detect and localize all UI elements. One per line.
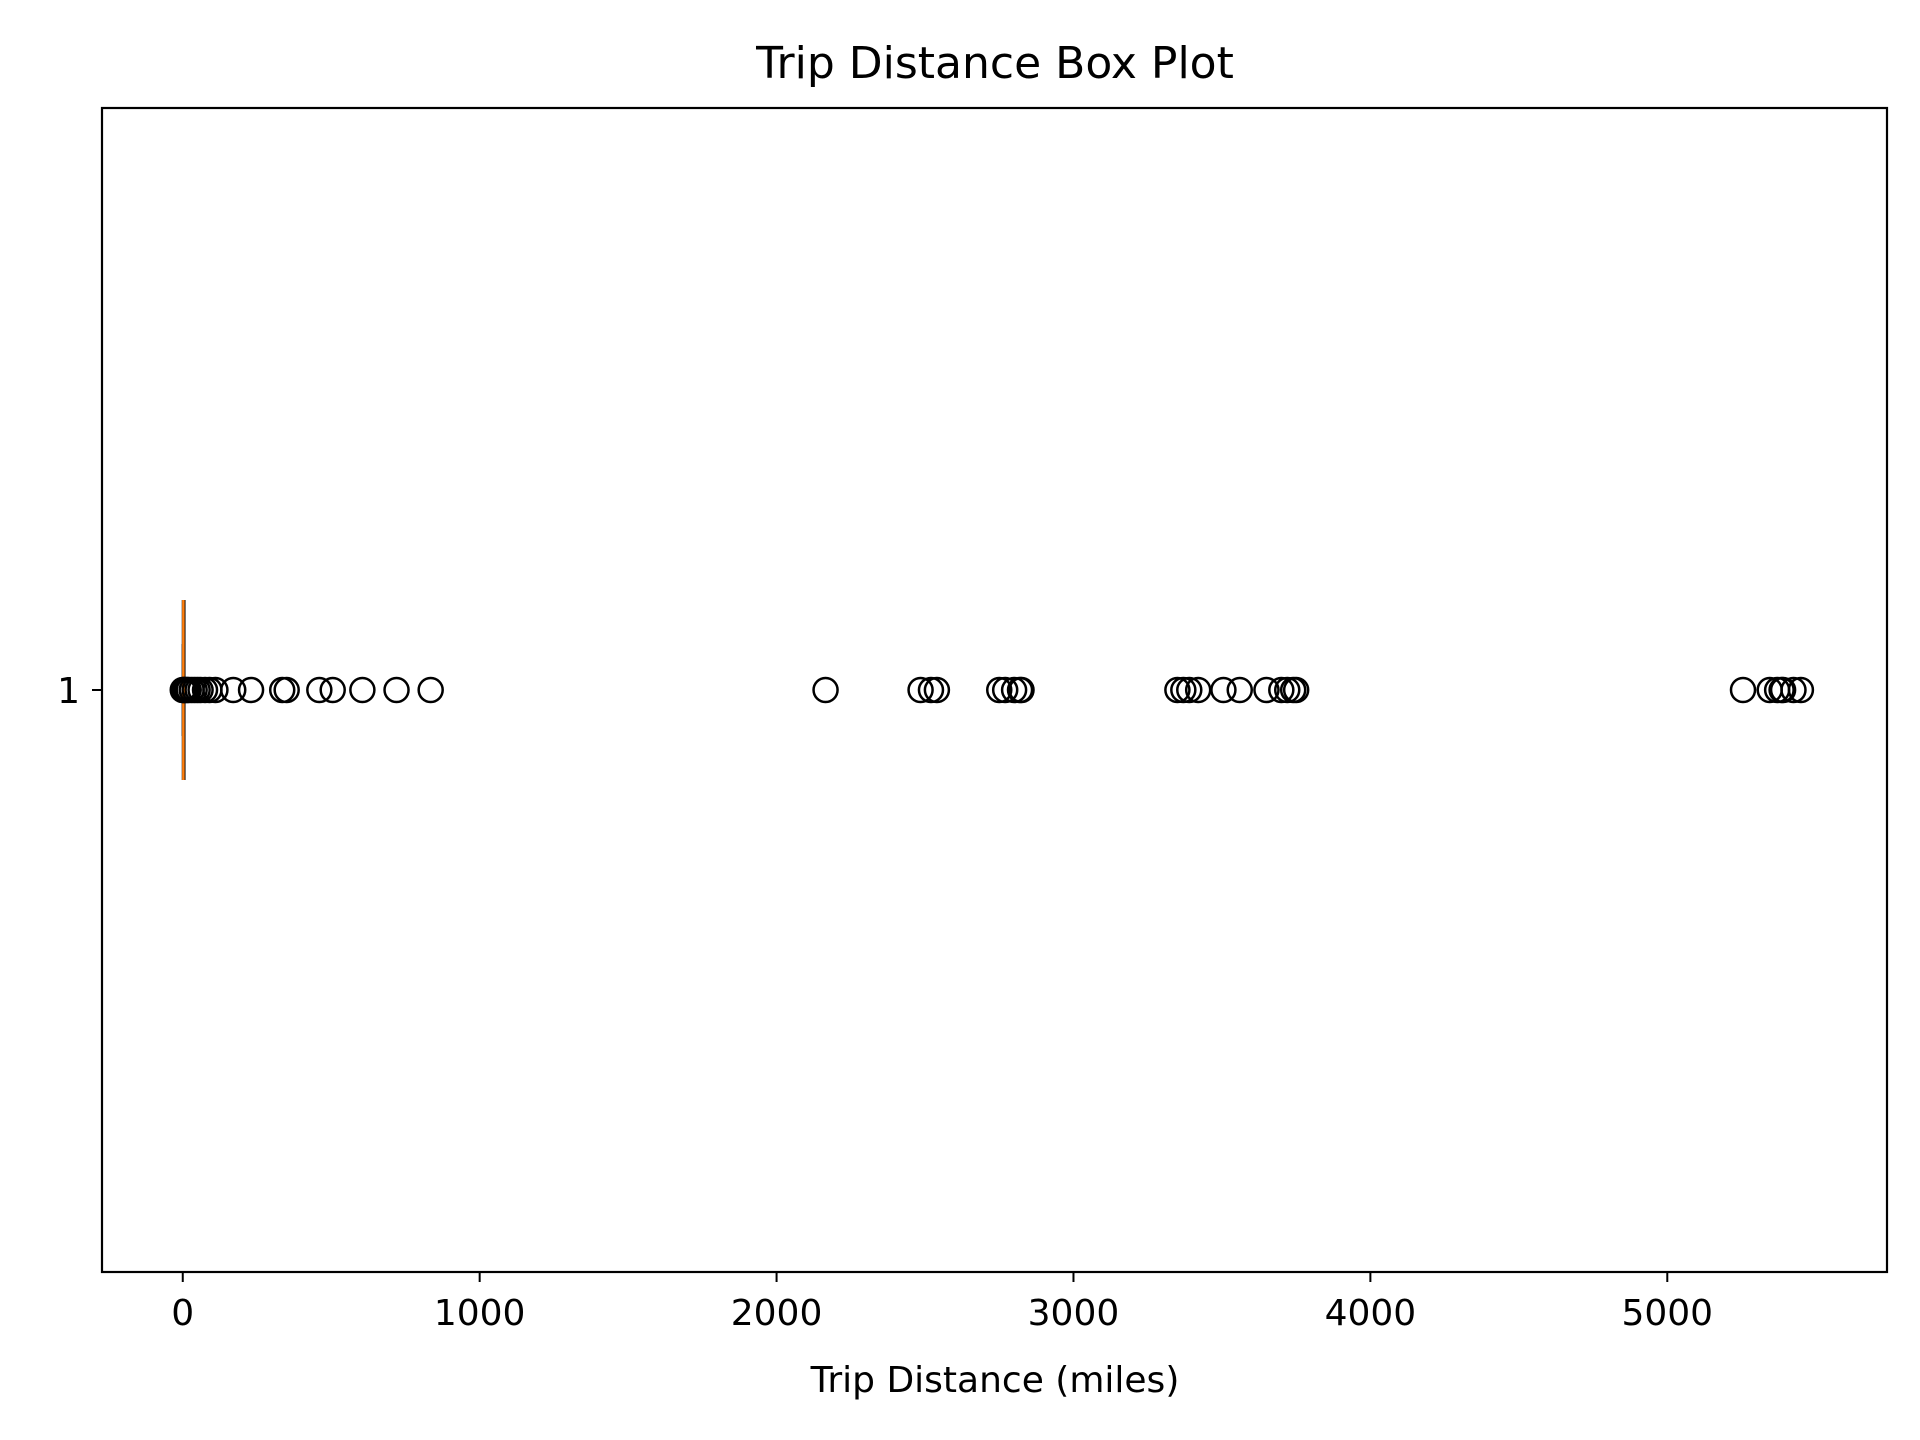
- outlier-point: [1780, 676, 1807, 704]
- outlier-point: [1729, 676, 1757, 704]
- outlier-point: [812, 676, 839, 704]
- x-axis-label: Trip Distance (miles): [810, 1360, 1180, 1401]
- outlier-point: [1176, 676, 1203, 704]
- outlier-point: [907, 676, 934, 704]
- x-tick-label: 5000: [1621, 1293, 1713, 1334]
- plot-area-frame: [100, 106, 1889, 1274]
- outlier-point: [1253, 676, 1280, 704]
- outlier-point: [219, 676, 247, 704]
- y-tick-label: 1: [57, 671, 80, 712]
- outlier-point: [237, 676, 265, 704]
- outlier-point: [1273, 676, 1301, 704]
- outlier-point: [1170, 676, 1197, 704]
- x-tick-label: 1000: [434, 1293, 526, 1334]
- outlier-point: [1769, 676, 1797, 704]
- x-axis-ticks: 0 1000 2000 3000 4000 5000: [171, 1272, 1713, 1334]
- outlier-point: [1268, 676, 1295, 704]
- outlier-point: [306, 676, 333, 704]
- x-tick-label: 0: [171, 1293, 194, 1334]
- outlier-point: [1787, 676, 1815, 704]
- outlier-group: [169, 676, 1815, 704]
- outlier-point: [917, 676, 945, 704]
- outlier-point: [1282, 676, 1310, 704]
- x-tick-label: 3000: [1028, 1293, 1120, 1334]
- outlier-point: [273, 676, 300, 704]
- outlier-point: [1000, 676, 1028, 704]
- outlier-point: [349, 676, 376, 704]
- x-tick-label: 4000: [1325, 1293, 1417, 1334]
- outlier-point: [986, 676, 1013, 704]
- outlier-point: [383, 676, 410, 704]
- x-tick-label: 2000: [731, 1293, 823, 1334]
- chart-title: Trip Distance Box Plot: [755, 38, 1234, 89]
- outlier-point: [1226, 676, 1253, 704]
- outlier-point: [319, 676, 346, 704]
- outlier-point: [1164, 676, 1191, 704]
- outlier-point: [991, 676, 1019, 704]
- outlier-point: [202, 676, 229, 704]
- outlier-point: [1210, 676, 1237, 704]
- outlier-point: [417, 676, 444, 704]
- y-axis-ticks: 1: [57, 671, 102, 712]
- outlier-point: [923, 676, 951, 704]
- outlier-point: [1008, 676, 1035, 704]
